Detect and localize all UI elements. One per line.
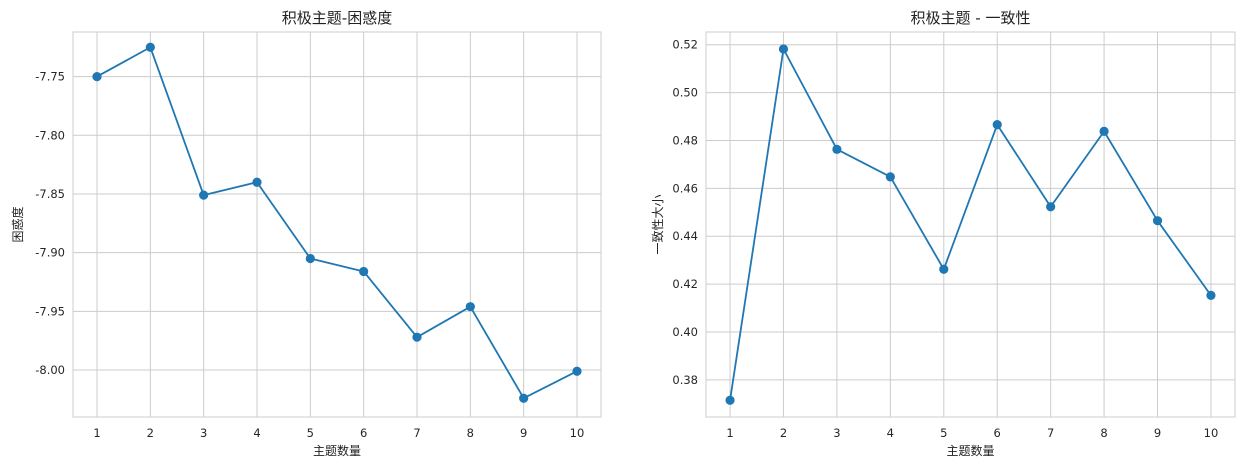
y-tick-label: 0.46: [672, 181, 698, 195]
chart-title: 积极主题-困惑度: [282, 9, 392, 27]
y-tick-label: 0.52: [672, 38, 698, 52]
x-tick-label: 8: [1100, 426, 1107, 440]
x-tick-label: 4: [253, 426, 260, 440]
data-point: [1046, 202, 1056, 212]
plot-frame: [705, 31, 1236, 418]
data-point: [92, 72, 102, 82]
x-tick-label: 6: [994, 426, 1001, 440]
y-tick-label: 0.38: [672, 373, 698, 387]
x-tick-label: 7: [413, 426, 420, 440]
data-point: [939, 264, 949, 274]
x-tick-label: 1: [726, 426, 733, 440]
x-axis-label: 主题数量: [946, 443, 994, 458]
y-tick-label: -7.75: [35, 70, 65, 84]
x-tick-label: 4: [887, 426, 894, 440]
y-axis-label: 一致性大小: [651, 194, 665, 254]
chart-perplexity: 积极主题-困惑度 主题数量 困惑度 1 2 3 4 5 6 7 8 9 10 -7.75 -7.80 -…: [10, 9, 602, 458]
x-tick-label: 10: [570, 426, 585, 440]
y-tick-label: 0.48: [672, 133, 698, 147]
chart-title: 积极主题 - 一致性: [911, 9, 1031, 27]
x-tick-label: 6: [360, 426, 367, 440]
y-axis-label: 困惑度: [10, 206, 25, 242]
x-tick-label: 2: [780, 426, 787, 440]
data-point: [725, 395, 735, 405]
data-point: [992, 120, 1002, 130]
x-axis-label: 主题数量: [313, 443, 361, 458]
plot-frame: [72, 31, 602, 418]
data-point: [832, 144, 842, 154]
x-tick-label: 5: [307, 426, 314, 440]
x-tick-label: 7: [1047, 426, 1054, 440]
data-point: [778, 44, 789, 54]
data-point: [1206, 290, 1216, 300]
data-point: [199, 190, 209, 200]
x-tick-label: 3: [833, 426, 840, 440]
x-tick-label: 5: [940, 426, 947, 440]
data-point: [359, 266, 369, 277]
data-point: [465, 302, 475, 312]
x-tick-label: 3: [200, 426, 207, 440]
data-point: [252, 177, 262, 187]
y-tick-label: 0.50: [672, 86, 698, 100]
y-tick-label: 0.44: [672, 229, 698, 243]
y-tick-label: -7.90: [35, 246, 65, 260]
data-point: [885, 172, 895, 182]
x-tick-label: 9: [1154, 426, 1161, 440]
data-point: [1099, 126, 1109, 136]
chart-coherence: 积极主题 - 一致性 主题数量 一致性大小 1 2 3 4 5 6 7 8 9 10 0.38 0.4…: [651, 9, 1236, 458]
series-line: [729, 48, 1212, 401]
y-tick-label: 0.40: [672, 325, 698, 339]
x-tick-label: 1: [93, 426, 100, 440]
series-line: [96, 46, 578, 400]
x-tick-label: 2: [147, 426, 154, 440]
data-point: [1152, 216, 1163, 226]
y-tick-label: -7.85: [35, 187, 65, 201]
x-tick-label: 10: [1204, 426, 1219, 440]
y-tick-label: 0.42: [672, 277, 698, 291]
data-point: [572, 366, 582, 376]
y-tick-label: -7.80: [35, 128, 65, 142]
data-point: [145, 42, 155, 52]
data-point: [412, 332, 422, 342]
x-tick-label: 8: [467, 426, 474, 440]
x-tick-label: 9: [520, 426, 527, 440]
data-point: [519, 393, 529, 403]
y-tick-label: -8.00: [35, 363, 65, 377]
y-tick-label: -7.95: [35, 304, 65, 318]
grid: [73, 32, 601, 417]
data-point: [305, 253, 315, 264]
